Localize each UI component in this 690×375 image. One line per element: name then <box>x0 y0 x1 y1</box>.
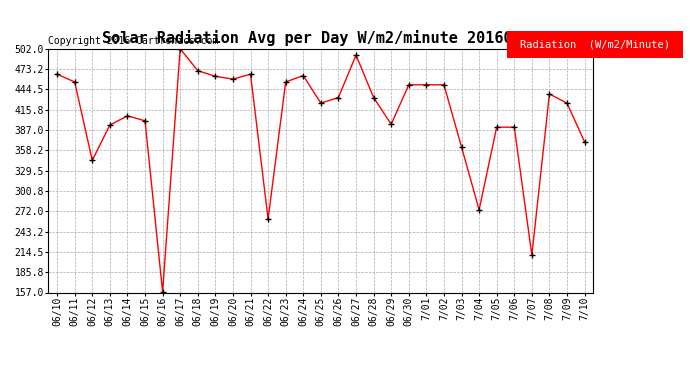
Text: Radiation  (W/m2/Minute): Radiation (W/m2/Minute) <box>520 40 670 50</box>
Text: Copyright 2016 Cartronics.com: Copyright 2016 Cartronics.com <box>48 36 219 46</box>
Title: Solar Radiation Avg per Day W/m2/minute 20160710: Solar Radiation Avg per Day W/m2/minute … <box>102 30 540 46</box>
